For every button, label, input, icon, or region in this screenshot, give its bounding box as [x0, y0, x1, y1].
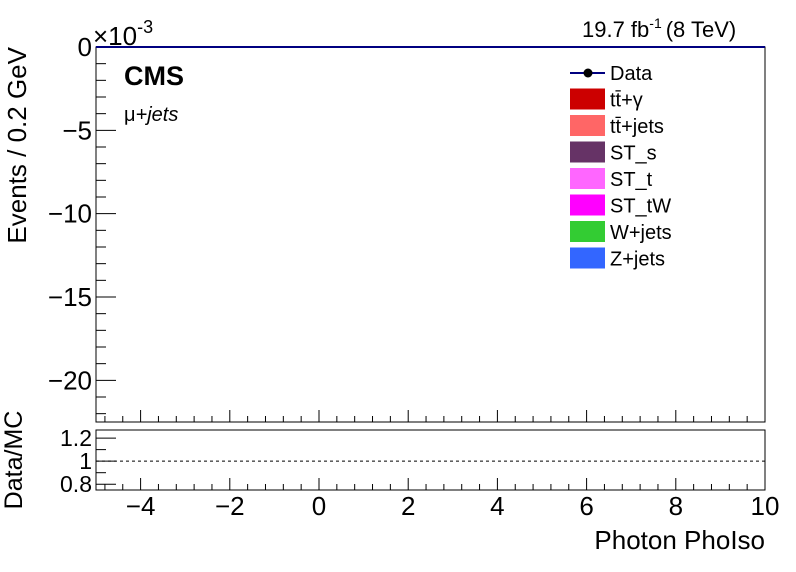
ratio-y-tick-label: 1 [79, 448, 92, 474]
main-y-tick-label: −5 [62, 115, 92, 145]
main-y-axis-title: Events / 0.2 GeV [2, 46, 32, 243]
channel-label: μ+jets [124, 104, 178, 126]
channel-mu: μ [124, 104, 136, 126]
x-tick-label: 0 [312, 491, 326, 521]
x-tick-label: 4 [490, 491, 504, 521]
x-axis-title: Photon PhoIso [594, 525, 765, 555]
main-y-tick-label: −15 [48, 282, 92, 312]
energy-label: (8 TeV) [666, 17, 737, 42]
main-y-tick-label: −20 [48, 365, 92, 395]
main-y-tick-label: −10 [48, 199, 92, 229]
main-y-ticks: 0 −5 −10 −15 −20 [48, 32, 116, 415]
lumi-label: 19.7 fb-1 (8 TeV) [582, 15, 736, 42]
legend-label: tt̄+γ [610, 89, 643, 111]
legend-swatch [570, 168, 605, 189]
ratio-y-tick-label: 0.8 [60, 471, 92, 497]
legend-label: ST_t [610, 169, 653, 191]
legend-data-marker [583, 68, 593, 78]
main-y-tick-label: 0 [78, 32, 92, 62]
lumi-value: 19.7 fb [582, 17, 649, 42]
exponent-value: -3 [137, 17, 153, 37]
exponent-prefix: ×10 [93, 21, 137, 51]
ratio-y-ticks: 1.210.8 [60, 425, 116, 497]
legend-label: ST_tW [610, 196, 671, 218]
x-axis-ticks: −4 −2 0 2 4 6 8 10 [104, 410, 780, 521]
ratio-y-axis-title: Data/MC [0, 411, 28, 510]
x-tick-label: 2 [401, 491, 415, 521]
legend-swatch [570, 247, 605, 269]
legend-label: Data [610, 63, 653, 85]
legend-label: Z+jets [610, 249, 665, 271]
legend-label: W+jets [610, 222, 672, 244]
ratio-plot-frame [95, 429, 766, 491]
exponent-label: ×10-3 [93, 17, 153, 51]
legend-swatch [570, 115, 605, 136]
x-tick-label: 10 [751, 491, 780, 521]
x-tick-label: 8 [669, 491, 683, 521]
legend-swatch [570, 221, 605, 242]
legend: Data tt̄+γ tt̄+jets ST_s ST_t ST_tW W+jets Z+je… [570, 63, 672, 271]
legend-label: ST_s [610, 143, 657, 165]
lumi-exponent: -1 [649, 15, 662, 31]
legend-swatch [570, 88, 605, 110]
cms-label: CMS [124, 61, 184, 91]
x-tick-label: 6 [579, 491, 593, 521]
legend-label: tt̄+jets [610, 116, 664, 138]
legend-swatch [570, 194, 605, 216]
x-tick-label: −4 [126, 491, 156, 521]
x-tick-label: −2 [215, 491, 245, 521]
ratio-y-tick-label: 1.2 [60, 425, 92, 451]
legend-swatch [570, 141, 605, 163]
channel-rest: +jets [136, 104, 179, 126]
